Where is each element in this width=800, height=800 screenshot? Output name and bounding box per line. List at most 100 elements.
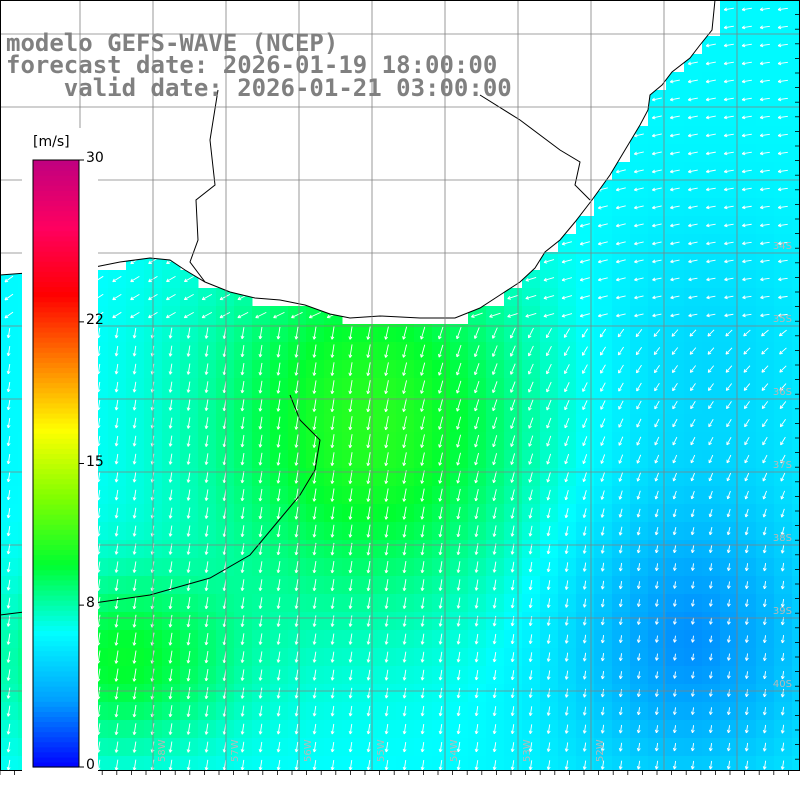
colorbar-segment: [33, 579, 79, 586]
colorbar-segment: [33, 468, 79, 475]
field-cell: [792, 0, 800, 19]
colorbar-segment: [33, 600, 79, 606]
colorbar-segment: [33, 686, 79, 692]
wind-arrow: [777, 97, 788, 102]
colorbar-segment: [33, 473, 79, 480]
field-cell: [792, 216, 800, 235]
field-cell: [792, 612, 800, 631]
wind-arrow: [759, 7, 770, 12]
colorbar-segment: [33, 230, 79, 237]
colorbar-segment: [33, 271, 79, 277]
wind-arrow: [777, 79, 788, 84]
colorbar-segment: [33, 402, 79, 409]
field-cell: [792, 288, 800, 307]
colorbar-segment: [33, 706, 79, 712]
colorbar-segment: [33, 483, 79, 490]
colorbar-segment: [33, 726, 79, 733]
colorbar-segment: [33, 291, 79, 298]
colorbar-segment: [33, 696, 79, 702]
wind-arrow: [705, 61, 716, 66]
colorbar-segment: [33, 256, 79, 262]
colorbar-segment: [33, 362, 79, 368]
wind-arrow: [723, 25, 734, 30]
colorbar-segment: [33, 640, 79, 647]
field-cell: [792, 90, 800, 109]
field-cell: [792, 180, 800, 199]
colorbar-segment: [33, 433, 79, 439]
colorbar-segment: [33, 438, 79, 444]
colorbar-segment: [33, 190, 79, 197]
colorbar-segment: [33, 655, 79, 662]
wind-arrow: [741, 7, 752, 12]
colorbar-segment: [33, 650, 79, 657]
field-cell: [792, 198, 800, 217]
field-cell: [792, 756, 800, 770]
field-cell: [792, 468, 800, 487]
field-cell: [792, 486, 800, 505]
field-cell: [792, 306, 800, 325]
colorbar-segment: [33, 326, 79, 333]
colorbar-segment: [33, 514, 79, 520]
field-cell: [792, 126, 800, 145]
colorbar-segment: [33, 751, 79, 758]
field-cell: [792, 738, 800, 757]
colorbar-segment: [33, 225, 79, 232]
colorbar-segment: [33, 448, 79, 454]
colorbar-segment: [33, 736, 79, 743]
field-cell: [792, 144, 800, 163]
field-cell: [792, 108, 800, 127]
wind-arrow: [723, 7, 734, 12]
colorbar-tick-label: 30: [86, 150, 104, 166]
colorbar-segment: [33, 756, 79, 763]
field-cell: [792, 252, 800, 271]
field-cell: [792, 720, 800, 739]
colorbar-segment: [33, 235, 79, 242]
wind-arrow: [741, 43, 752, 48]
field-cell: [792, 396, 800, 415]
field-cell: [792, 360, 800, 379]
field-cell: [792, 36, 800, 55]
colorbar-segment: [33, 544, 79, 551]
colorbar-tick-label: 0: [86, 757, 95, 773]
field-cell: [792, 54, 800, 73]
colorbar-segment: [33, 670, 79, 677]
wind-arrow: [777, 25, 788, 30]
colorbar-segment: [33, 347, 79, 353]
colorbar-segment: [33, 372, 79, 379]
colorbar-segment: [33, 625, 79, 632]
colorbar-segment: [33, 352, 79, 358]
colorbar-segment: [33, 721, 79, 728]
colorbar-segment: [33, 407, 79, 414]
longitude-label: 57W: [230, 739, 241, 762]
wind-arrow: [705, 97, 716, 102]
field-cell: [792, 342, 800, 361]
colorbar-segment: [33, 645, 79, 652]
colorbar-segment: [33, 200, 79, 207]
latitude-label: 39S: [773, 606, 792, 617]
colorbar-segment: [33, 569, 79, 576]
wind-arrow: [705, 43, 716, 48]
wind-arrow: [759, 97, 770, 102]
wind-arrow: [741, 97, 752, 102]
field-cell: [792, 576, 800, 595]
colorbar-segment: [33, 554, 79, 561]
colorbar-segment: [33, 321, 79, 328]
colorbar-segment: [33, 559, 79, 566]
colorbar: [22, 128, 98, 776]
field-cell: [792, 522, 800, 541]
longitude-label: 52W: [595, 739, 606, 762]
colorbar-segment: [33, 215, 79, 222]
colorbar-segment: [33, 382, 79, 389]
wind-arrow: [741, 25, 752, 30]
colorbar-segment: [33, 377, 79, 384]
colorbar-segment: [33, 524, 79, 530]
colorbar-segment: [33, 630, 79, 637]
wind-arrow: [723, 79, 734, 84]
wind-arrow: [687, 79, 698, 84]
colorbar-segment: [33, 357, 79, 363]
colorbar-segment: [33, 443, 79, 449]
field-cell: [792, 594, 800, 613]
colorbar-segment: [33, 534, 79, 540]
field-cell: [792, 432, 800, 451]
